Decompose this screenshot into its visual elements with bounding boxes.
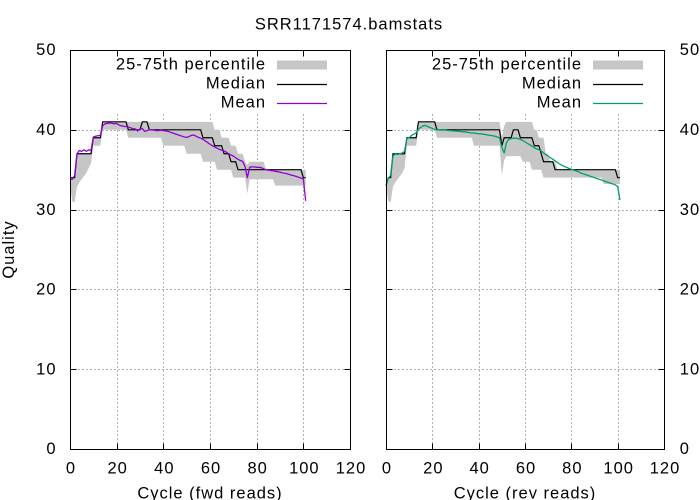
- svg-text:100: 100: [289, 460, 320, 478]
- svg-text:30: 30: [680, 201, 700, 219]
- svg-text:10: 10: [36, 360, 56, 378]
- svg-text:50: 50: [36, 41, 56, 59]
- svg-text:100: 100: [603, 460, 634, 478]
- svg-text:Mean: Mean: [537, 94, 582, 112]
- svg-text:40: 40: [36, 121, 56, 139]
- svg-text:120: 120: [650, 460, 681, 478]
- svg-text:50: 50: [680, 41, 700, 59]
- svg-text:30: 30: [36, 201, 56, 219]
- svg-text:Mean: Mean: [221, 94, 266, 112]
- svg-text:25-75th percentile: 25-75th percentile: [432, 56, 582, 74]
- svg-text:40: 40: [154, 460, 174, 478]
- svg-text:0: 0: [46, 440, 56, 458]
- svg-text:20: 20: [680, 281, 700, 299]
- svg-text:80: 80: [247, 460, 267, 478]
- svg-text:60: 60: [201, 460, 221, 478]
- svg-text:Cycle (rev reads): Cycle (rev reads): [454, 485, 597, 500]
- svg-text:20: 20: [36, 281, 56, 299]
- svg-text:SRR1171574.bamstats: SRR1171574.bamstats: [255, 16, 443, 34]
- svg-text:25-75th percentile: 25-75th percentile: [116, 56, 266, 74]
- svg-text:40: 40: [469, 460, 489, 478]
- svg-text:40: 40: [680, 121, 700, 139]
- svg-text:80: 80: [562, 460, 582, 478]
- svg-text:120: 120: [336, 460, 367, 478]
- svg-text:0: 0: [66, 460, 76, 478]
- svg-text:Cycle (fwd reads): Cycle (fwd reads): [137, 485, 282, 500]
- svg-text:10: 10: [680, 360, 700, 378]
- svg-text:Median: Median: [522, 75, 582, 93]
- svg-text:20: 20: [107, 460, 127, 478]
- svg-text:0: 0: [680, 440, 690, 458]
- svg-text:20: 20: [423, 460, 443, 478]
- svg-text:0: 0: [382, 460, 392, 478]
- svg-text:60: 60: [516, 460, 536, 478]
- svg-text:Median: Median: [206, 75, 266, 93]
- svg-text:Quality: Quality: [0, 220, 18, 278]
